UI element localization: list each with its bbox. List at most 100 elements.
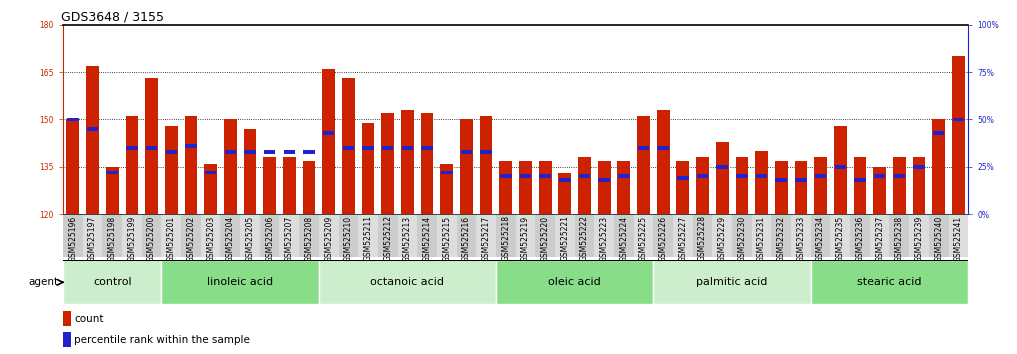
Text: oleic acid: oleic acid [548,277,601,287]
Text: GSM525214: GSM525214 [423,216,431,262]
Text: palmitic acid: palmitic acid [697,277,768,287]
Text: octanoic acid: octanoic acid [370,277,444,287]
Bar [952,56,965,214]
Text: GSM525237: GSM525237 [876,216,884,262]
Bar [184,116,197,214]
Bar [283,157,296,214]
Bar [319,260,496,304]
Bar [558,173,572,214]
Bar [63,311,71,326]
Bar [578,157,591,214]
Bar [145,146,158,150]
Bar [579,175,590,178]
Text: GSM525238: GSM525238 [895,216,904,262]
Bar [221,214,240,257]
Bar [933,131,945,135]
Text: GSM525201: GSM525201 [167,216,176,262]
Bar [775,160,787,214]
Text: GSM525229: GSM525229 [718,216,727,262]
Bar [63,260,162,304]
Bar [141,214,162,257]
Bar [162,214,181,257]
Bar [575,214,594,257]
Bar [284,150,295,154]
Bar [200,214,221,257]
Bar [929,214,949,257]
Bar [323,131,335,135]
Bar [756,175,768,178]
Bar [594,214,614,257]
Bar [815,175,827,178]
Bar [634,214,653,257]
Bar [853,157,866,214]
Bar [319,214,339,257]
Bar [909,214,929,257]
Bar [752,214,772,257]
Text: GSM525226: GSM525226 [659,216,668,262]
Text: GSM525212: GSM525212 [383,216,393,262]
Bar [559,178,571,182]
Bar [162,260,319,304]
Bar [811,214,831,257]
Bar [637,116,650,214]
Bar [653,260,811,304]
Bar [165,126,178,214]
Bar [67,118,78,121]
Bar [598,178,610,182]
Bar [86,127,99,131]
Bar [598,160,610,214]
Bar [697,175,708,178]
Bar [480,150,492,154]
Bar [421,146,433,150]
Bar [342,79,355,214]
Bar [949,214,968,257]
Text: GSM525209: GSM525209 [324,216,334,262]
Bar [500,175,512,178]
Bar [735,157,749,214]
Bar [539,160,551,214]
Bar [834,126,847,214]
Text: GSM525208: GSM525208 [304,216,313,262]
Bar [240,214,259,257]
Bar [145,79,158,214]
Text: GSM525220: GSM525220 [541,216,549,262]
Bar [673,214,693,257]
Text: GSM525205: GSM525205 [245,216,254,262]
Text: GSM525219: GSM525219 [521,216,530,262]
Text: GSM525200: GSM525200 [147,216,156,262]
Text: GSM525215: GSM525215 [442,216,452,262]
Bar [893,157,906,214]
Bar [381,113,395,214]
Bar [516,214,535,257]
Bar [204,171,217,175]
Text: GSM525240: GSM525240 [935,216,943,262]
Bar [437,214,457,257]
Text: GSM525231: GSM525231 [757,216,766,262]
Bar [204,164,217,214]
Bar [736,175,747,178]
Text: GSM525202: GSM525202 [186,216,195,262]
Text: GSM525197: GSM525197 [88,216,97,262]
Bar [460,119,473,214]
Bar [322,69,335,214]
Text: GSM525230: GSM525230 [737,216,746,262]
Bar [441,171,453,175]
Bar [122,214,141,257]
Bar [362,122,374,214]
Bar [299,214,319,257]
Bar [259,214,280,257]
Bar [894,175,905,178]
Bar [870,214,890,257]
Text: GSM525198: GSM525198 [108,216,117,262]
Text: GSM525216: GSM525216 [462,216,471,262]
Bar [440,164,454,214]
Bar [343,146,354,150]
Text: GSM525228: GSM525228 [698,216,707,262]
Bar [912,157,925,214]
Bar [82,214,103,257]
Bar [539,175,551,178]
Bar [461,150,472,154]
Bar [280,214,299,257]
Bar [874,175,886,178]
Bar [126,146,137,150]
